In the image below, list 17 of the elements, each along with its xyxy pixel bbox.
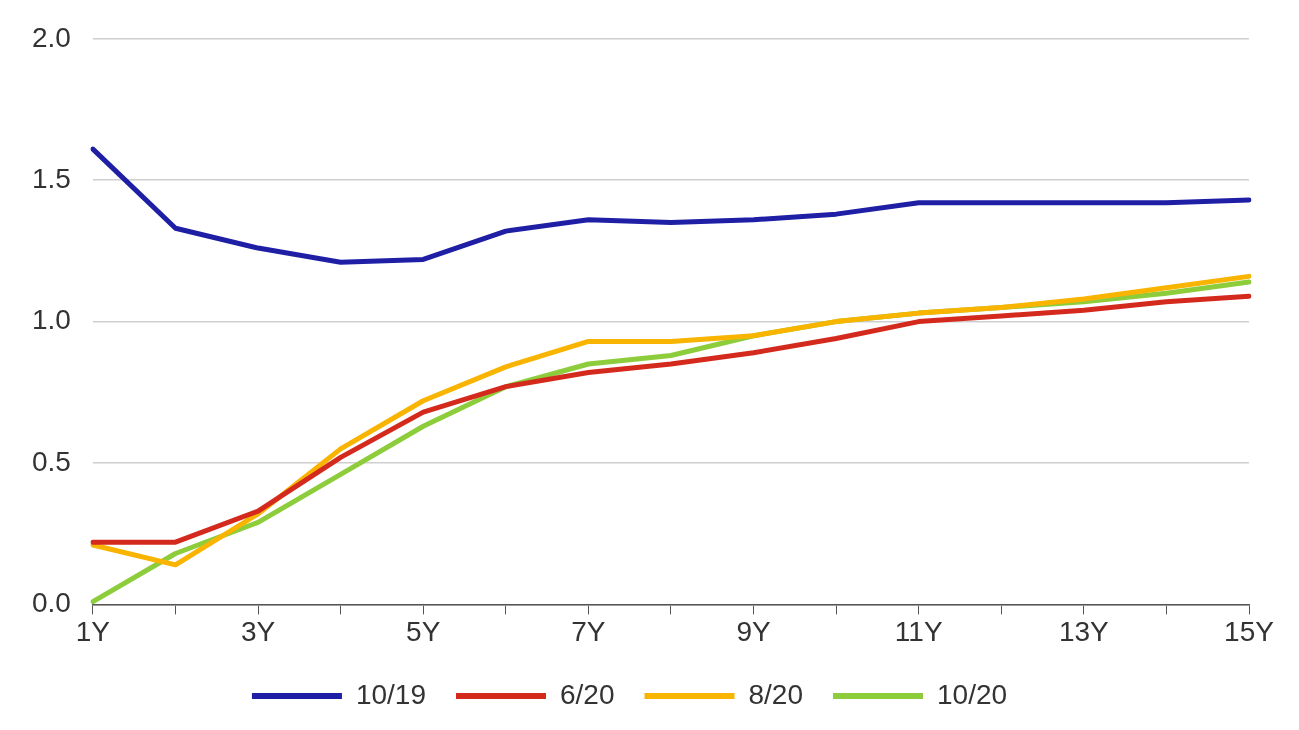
y-tick-label: 1.0 [31, 304, 71, 336]
y-tick-label: 1.5 [31, 162, 71, 194]
x-tick-label: 7Y [571, 615, 606, 647]
legend-label: 6/20 [560, 678, 615, 710]
legend-label: 10/19 [355, 678, 427, 710]
x-tick-label: 15Y [1224, 615, 1275, 647]
x-tick-label: 1Y [75, 615, 111, 647]
x-tick-label: 5Y [406, 615, 441, 647]
legend-label: 8/20 [748, 678, 803, 710]
x-tick-label: 11Y [894, 615, 943, 647]
x-tick-label: 3Y [240, 615, 276, 647]
x-tick-label: 13Y [1058, 615, 1110, 647]
y-tick-label: 2.0 [31, 21, 71, 53]
legend-label: 10/20 [937, 678, 1008, 710]
x-tick-label: 9Y [736, 615, 771, 647]
y-tick-label: 0.5 [31, 445, 71, 477]
y-tick-label: 0.0 [31, 587, 71, 619]
